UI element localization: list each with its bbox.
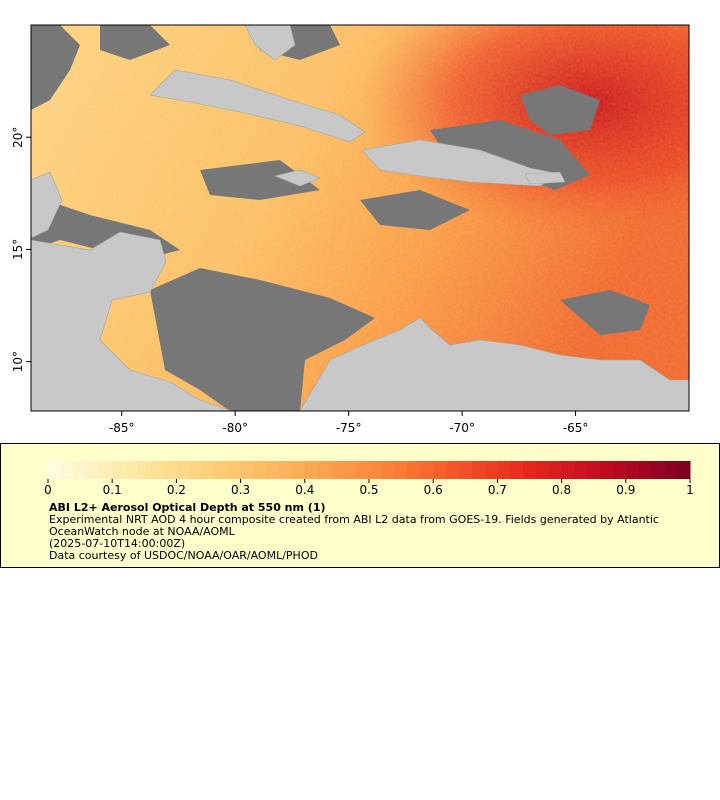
colorbar-tick-label: 0 [44,483,52,497]
map: -85° -80° -75° -70° -65° 20° 15° 10° [11,24,690,435]
colorbar-swatch [356,461,370,479]
colorbar-swatch [279,461,293,479]
colorbar-swatch [664,461,678,479]
colorbar-swatch [561,461,575,479]
colorbar-swatch [202,461,216,479]
colorbar-swatch [291,461,306,479]
colorbar-tick-label: 0.2 [167,483,186,497]
colorbar: 0 0.1 0.2 0.3 0.4 0.5 0.6 0.7 0.8 0.9 1 [44,461,694,497]
legend: 0 0.1 0.2 0.3 0.4 0.5 0.6 0.7 0.8 0.9 1 ABI L2+ Ae… [0,443,720,568]
colorbar-swatch [189,461,203,479]
x-tick-label: -80° [222,421,248,435]
colorbar-swatch [471,461,486,479]
colorbar-swatch [60,461,75,479]
colorbar-swatch [317,461,331,479]
colorbar-swatch [677,461,691,479]
colorbar-swatch [638,461,652,479]
colorbar-tick-label: 0.3 [231,483,250,497]
colorbar-swatch [625,461,640,479]
colorbar-swatch [446,461,460,479]
colorbar-swatch [369,461,383,479]
colorbar-tick-label: 0.5 [359,483,378,497]
colorbar-swatch [163,461,177,479]
x-tick-label: -85° [109,421,135,435]
x-tick-label: -70° [449,421,475,435]
colorbar-tick-label: 0.1 [103,483,122,497]
map-image [31,25,689,411]
colorbar-swatch [48,461,62,479]
colorbar-tick-label: 1 [686,483,694,497]
colorbar-swatch [227,461,242,479]
colorbar-swatch [548,461,563,479]
colorbar-swatch [86,461,100,479]
colorbar-tick-label: 0.4 [295,483,314,497]
y-tick-label: 10° [11,351,25,372]
y-tick-label: 20° [11,127,25,148]
colorbar-swatch [214,461,229,479]
y-tick-label: 15° [11,239,25,260]
colorbar-tick-label: 0.7 [488,483,507,497]
x-tick-label: -75° [336,421,362,435]
colorbar-swatch [137,461,152,479]
colorbar-swatch [420,461,434,479]
colorbar-swatch [99,461,113,479]
legend-credit: Data courtesy of USDOC/NOAA/OAR/AOML/PHO… [49,549,318,562]
colorbar-swatch [176,461,190,479]
colorbar-tick-label: 0.9 [616,483,635,497]
colorbar-swatch [600,461,614,479]
colorbar-swatch [73,461,88,479]
colorbar-swatch [651,461,665,479]
legend-timestamp: (2025-07-10T14:00:00Z) [49,537,186,550]
colorbar-swatch [330,461,344,479]
colorbar-swatch [523,461,537,479]
colorbar-swatch [574,461,588,479]
colorbar-swatch [484,461,498,479]
map-frame [30,24,690,412]
x-tick-label: -65° [563,421,589,435]
colorbar-swatch [304,461,319,479]
colorbar-swatch [266,461,280,479]
colorbar-swatch [253,461,267,479]
colorbar-swatch [510,461,524,479]
legend-title: ABI L2+ Aerosol Optical Depth at 550 nm … [49,501,326,514]
colorbar-swatch [125,461,139,479]
colorbar-swatch [458,461,473,479]
legend-description: Experimental NRT AOD 4 hour composite cr… [49,513,659,538]
colorbar-swatch [587,461,601,479]
colorbar-swatch [343,461,357,479]
colorbar-swatch [497,461,511,479]
colorbar-swatch [407,461,421,479]
colorbar-swatch [112,461,126,479]
colorbar-swatch [394,461,409,479]
colorbar-swatch [381,461,396,479]
colorbar-tick-label: 0.6 [424,483,443,497]
colorbar-swatch [535,461,550,479]
colorbar-swatch [150,461,165,479]
colorbar-swatch [240,461,254,479]
legend-text: ABI L2+ Aerosol Optical Depth at 550 nm … [49,502,689,562]
colorbar-swatch [612,461,627,479]
colorbar-swatch [433,461,447,479]
colorbar-tick-label: 0.8 [552,483,571,497]
